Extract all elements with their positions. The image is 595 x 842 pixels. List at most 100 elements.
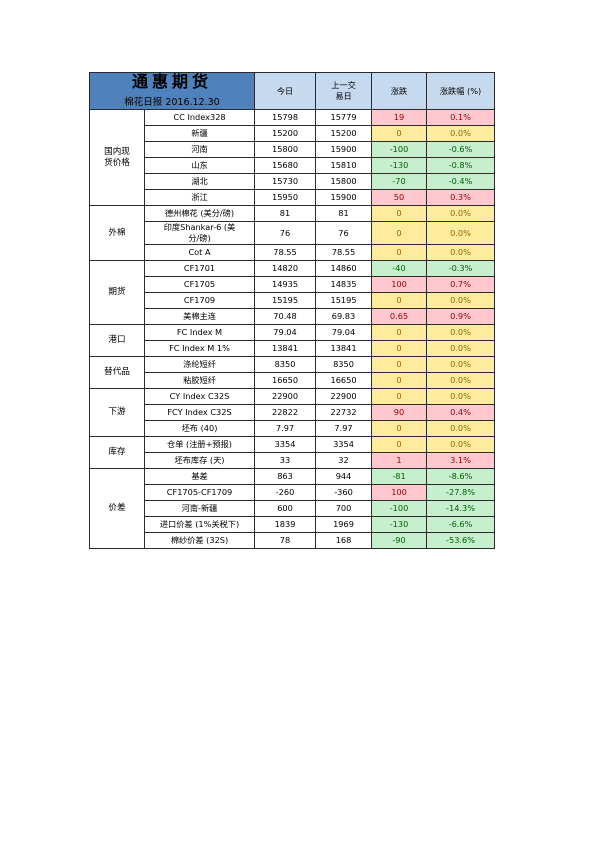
table-row: 河南 15800 15900 -100 -0.6% <box>90 141 496 158</box>
change-percent-cell: -0.6% <box>426 141 496 158</box>
previous-value-cell: 13841 <box>315 340 373 357</box>
change-value-cell: 0 <box>371 125 428 142</box>
change-percent-cell: -8.6% <box>426 468 496 485</box>
table-row: 浙江 15950 15900 50 0.3% <box>90 189 496 206</box>
table-row: FCY Index C32S 22822 22732 90 0.4% <box>90 404 496 421</box>
today-value-cell: 79.04 <box>254 324 317 341</box>
item-name-cell: 湖北 <box>143 173 256 190</box>
change-value-cell: 0 <box>371 420 428 437</box>
today-value-cell: 1839 <box>254 516 317 533</box>
report-body: 国内现 货价格 CC Index328 15798 15779 19 0.1% 新疆 1520… <box>89 109 496 549</box>
previous-value-cell: 15900 <box>315 141 373 158</box>
change-value-cell: 100 <box>371 276 428 293</box>
table-row: CF1709 15195 15195 0 0.0% <box>90 292 496 309</box>
category-cell: 外棉 <box>89 205 145 261</box>
previous-value-cell: -360 <box>315 484 373 501</box>
today-value-cell: 70.48 <box>254 308 317 325</box>
previous-value-cell: 15900 <box>315 189 373 206</box>
item-name-cell: CC Index328 <box>143 109 256 126</box>
change-value-cell: -130 <box>371 516 428 533</box>
change-percent-cell: -53.6% <box>426 532 496 549</box>
table-row: 国内现 货价格 CC Index328 15798 15779 19 0.1% <box>89 109 496 206</box>
table-row: CF1705 14935 14835 100 0.7% <box>90 276 496 293</box>
today-value-cell: 3354 <box>254 436 317 453</box>
change-percent-cell: 0.0% <box>426 372 496 389</box>
change-value-cell: 90 <box>371 404 428 421</box>
table-row: 进口价差 (1%关税下) 1839 1969 -130 -6.6% <box>90 516 496 533</box>
previous-value-cell: 32 <box>315 452 373 469</box>
previous-value-cell: 8350 <box>315 356 373 373</box>
today-value-cell: 15800 <box>254 141 317 158</box>
today-value-cell: 78.55 <box>254 244 317 261</box>
change-percent-cell: -27.8% <box>426 484 496 501</box>
today-value-cell: 15950 <box>254 189 317 206</box>
change-percent-cell: 0.0% <box>426 205 496 222</box>
table-row: 新疆 15200 15200 0 0.0% <box>90 125 496 142</box>
item-name-cell: 浙江 <box>143 189 256 206</box>
today-value-cell: 863 <box>254 468 317 485</box>
today-value-cell: 7.97 <box>254 420 317 437</box>
change-value-cell: 50 <box>371 189 428 206</box>
column-header-change: 涨跌 <box>371 72 428 110</box>
item-name-cell: 基差 <box>143 468 256 485</box>
change-percent-cell: 0.1% <box>426 109 496 126</box>
company-banner: 通惠期货 棉花日报 2016.12.30 <box>88 72 256 110</box>
change-value-cell: 0.65 <box>371 308 428 325</box>
today-value-cell: 78 <box>254 532 317 549</box>
table-row: CF1705-CF1709 -260 -360 100 -27.8% <box>90 484 496 501</box>
table-row: 粘胶短纤 16650 16650 0 0.0% <box>90 372 496 389</box>
previous-value-cell: 14835 <box>315 276 373 293</box>
table-row: 下游 CY Index C32S 22900 22900 0 0.0% <box>89 388 496 437</box>
change-percent-cell: -0.4% <box>426 173 496 190</box>
today-value-cell: 16650 <box>254 372 317 389</box>
table-row: 湖北 15730 15800 -70 -0.4% <box>90 173 496 190</box>
change-percent-cell: 0.7% <box>426 276 496 293</box>
change-percent-cell: 0.0% <box>426 324 496 341</box>
change-value-cell: 100 <box>371 484 428 501</box>
change-percent-cell: 0.3% <box>426 189 496 206</box>
change-percent-cell: 0.4% <box>426 404 496 421</box>
change-value-cell: -100 <box>371 141 428 158</box>
item-name-cell: 德州棉花 (美分/磅) <box>143 205 256 222</box>
change-value-cell: 0 <box>371 388 428 405</box>
today-value-cell: 8350 <box>254 356 317 373</box>
table-row: 美棉主连 70.48 69.83 0.65 0.9% <box>90 308 496 325</box>
table-row: 替代品 涤纶短纤 8350 8350 0 0.0% <box>89 356 496 389</box>
table-row: 印度Shankar-6 (美 分/磅) 76 76 0 0.0% <box>90 221 496 245</box>
previous-value-cell: 15800 <box>315 173 373 190</box>
company-name: 通惠期货 <box>132 72 213 91</box>
today-value-cell: 81 <box>254 205 317 222</box>
column-header-change-percent: 涨跌幅 (%) <box>426 72 496 110</box>
previous-value-cell: 944 <box>315 468 373 485</box>
table-row: 棉纱价差 (32S) 78 168 -90 -53.6% <box>90 532 496 549</box>
previous-value-cell: 15779 <box>315 109 373 126</box>
table-row: 期货 CF1701 14820 14860 -40 -0.3% <box>89 260 496 325</box>
report-subtitle: 棉花日报 2016.12.30 <box>124 97 220 108</box>
item-name-cell: 山东 <box>143 157 256 174</box>
change-value-cell: 1 <box>371 452 428 469</box>
category-cell: 下游 <box>89 388 145 437</box>
today-value-cell: 33 <box>254 452 317 469</box>
header-row: 通惠期货 棉花日报 2016.12.30 今日 上一交 易日 涨跌 涨跌幅 (%… <box>88 72 496 110</box>
today-value-cell: 76 <box>254 221 317 245</box>
previous-value-cell: 22732 <box>315 404 373 421</box>
change-percent-cell: 3.1% <box>426 452 496 469</box>
today-value-cell: 15680 <box>254 157 317 174</box>
change-percent-cell: -6.6% <box>426 516 496 533</box>
table-row: 坯布 (40) 7.97 7.97 0 0.0% <box>90 420 496 437</box>
item-name-cell: 粘胶短纤 <box>143 372 256 389</box>
previous-value-cell: 78.55 <box>315 244 373 261</box>
today-value-cell: 15200 <box>254 125 317 142</box>
change-percent-cell: 0.0% <box>426 244 496 261</box>
item-name-cell: 印度Shankar-6 (美 分/磅) <box>143 221 256 245</box>
category-cell: 期货 <box>89 260 145 325</box>
item-name-cell: 河南 <box>143 141 256 158</box>
previous-value-cell: 700 <box>315 500 373 517</box>
change-value-cell: -81 <box>371 468 428 485</box>
category-cell: 价差 <box>89 468 145 549</box>
item-name-cell: 仓单 (注册+预报) <box>143 436 256 453</box>
item-name-cell: CF1705-CF1709 <box>143 484 256 501</box>
change-percent-cell: -0.3% <box>426 260 496 277</box>
table-row: 价差 基差 863 944 -81 -8.6% <box>89 468 496 549</box>
previous-value-cell: 76 <box>315 221 373 245</box>
